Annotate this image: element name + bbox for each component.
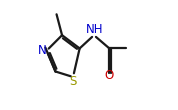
Text: O: O bbox=[105, 69, 114, 82]
Text: NH: NH bbox=[85, 23, 103, 36]
Text: S: S bbox=[69, 75, 77, 88]
Text: N: N bbox=[38, 44, 47, 57]
